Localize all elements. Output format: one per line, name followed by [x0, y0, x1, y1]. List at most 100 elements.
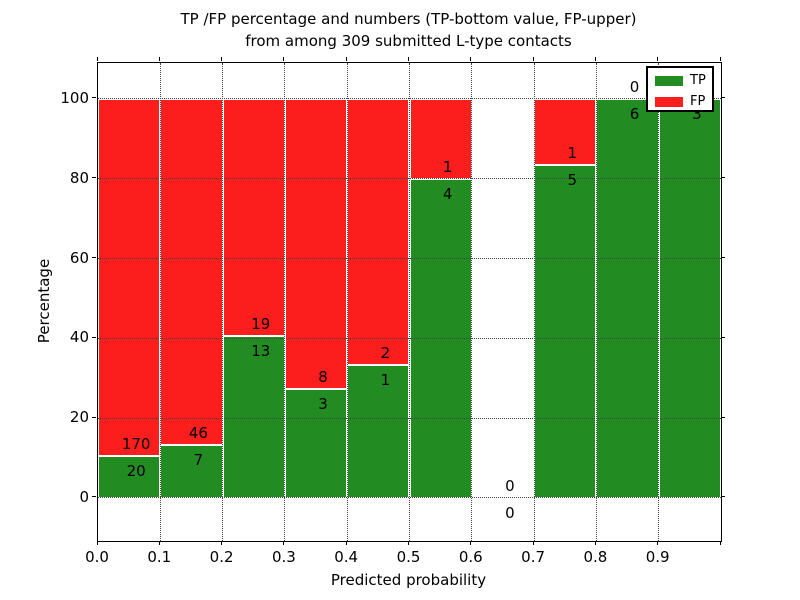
x-tick-mark: [470, 541, 472, 545]
bar-fp-count-label: 19: [251, 314, 271, 333]
bar-tp-count-label: 20: [126, 461, 146, 480]
bar-fp-segment: [347, 98, 410, 365]
y-tick-label: 80: [69, 168, 89, 187]
x-tick-mark: [96, 57, 98, 61]
bar-tp-segment: [347, 364, 410, 498]
bar-tp-segment: [284, 389, 348, 498]
bar-tp-segment: [596, 98, 659, 498]
bar-fp-segment: [222, 98, 285, 336]
chart-title-line2: from among 309 submitted L-type contacts: [245, 32, 572, 50]
x-tick-mark: [408, 541, 409, 545]
y-tick-mark: [92, 496, 96, 498]
y-tick-label: 20: [69, 408, 89, 427]
bar-tp-segment: [222, 335, 285, 498]
bar-tp-count-label: 0: [505, 503, 515, 522]
y-tick-mark: [721, 177, 725, 179]
legend-tp-swatch: [655, 76, 683, 86]
bar-tp-count-label: 6: [629, 104, 640, 123]
bar-fp-count-label: 2: [380, 343, 391, 362]
gridline-x: [409, 63, 410, 541]
bar-fp-count-label: 0: [505, 476, 515, 495]
x-tick-mark: [221, 57, 223, 61]
bar-fp-count-label: 0: [629, 77, 640, 96]
gridline-y: [98, 337, 721, 339]
bar-tp-segment: [160, 445, 223, 498]
x-tick-mark: [594, 541, 596, 545]
x-tick-label: 0.6: [458, 548, 483, 566]
gridline-x: [284, 63, 286, 541]
bar-fp-segment: [98, 98, 161, 456]
x-tick-mark: [470, 57, 472, 61]
y-tick-mark: [721, 496, 725, 498]
bar-tp-count-label: 4: [442, 184, 453, 203]
gridline-y: [98, 497, 721, 499]
x-tick-mark: [221, 541, 223, 545]
bar-fp-count-label: 1: [567, 144, 578, 163]
bar-tp-count-label: 5: [567, 171, 578, 190]
x-tick-mark: [283, 541, 285, 545]
y-tick-label: 0: [79, 487, 89, 506]
x-tick-label: 0.7: [521, 548, 546, 566]
y-tick-mark: [92, 336, 96, 338]
x-tick-label: 0.1: [147, 548, 172, 566]
bar-fp-segment: [409, 98, 472, 179]
x-tick-mark: [345, 57, 347, 61]
y-tick-mark: [92, 257, 96, 258]
x-tick-label: 0.9: [645, 548, 670, 566]
x-tick-mark: [594, 57, 596, 61]
y-tick-mark: [92, 97, 96, 99]
bar-tp-count-label: 3: [318, 395, 328, 414]
y-tick-label: 40: [69, 328, 89, 347]
gridline-y: [98, 178, 721, 180]
bar-tp-count-label: 13: [251, 341, 271, 360]
gridline-y: [98, 417, 721, 419]
y-tick-label: 60: [69, 248, 89, 267]
legend-row-tp: TP: [648, 73, 712, 88]
x-tick-mark: [158, 541, 160, 545]
y-tick-mark: [721, 416, 725, 418]
bar-fp-segment: [160, 98, 223, 446]
y-tick-mark: [721, 336, 725, 338]
x-tick-mark: [283, 57, 285, 61]
x-tick-mark: [96, 541, 98, 545]
x-tick-label: 0.2: [209, 548, 234, 566]
bar-tp-count-label: 7: [193, 451, 204, 470]
x-tick-mark: [532, 57, 534, 61]
y-tick-mark: [721, 97, 725, 99]
bar-fp-count-label: 170: [121, 434, 151, 453]
gridline-x: [658, 63, 660, 541]
x-tick-mark: [345, 541, 347, 545]
x-tick-label: 0.8: [583, 548, 608, 566]
bar-fp-segment: [534, 98, 597, 166]
x-axis-label: Predicted probability: [330, 571, 487, 589]
y-tick-mark: [721, 257, 725, 258]
gridline-y: [98, 98, 721, 100]
bar-tp-count-label: 1: [380, 370, 391, 389]
bar-tp-segment: [534, 165, 597, 498]
bar-fp-count-label: 1: [442, 157, 453, 176]
gridline-x: [159, 63, 161, 541]
x-tick-mark: [532, 541, 534, 545]
legend-row-fp: FP: [648, 94, 712, 109]
bar-fp-count-label: 8: [318, 368, 328, 387]
x-tick-label: 0.0: [85, 548, 109, 566]
bar-tp-segment: [658, 98, 721, 498]
gridline-x: [533, 63, 535, 541]
legend-fp-label: FP: [690, 94, 706, 109]
bar-fp-segment: [284, 98, 348, 390]
chart-title-line1: TP /FP percentage and numbers (TP-bottom…: [180, 10, 637, 28]
y-axis-label: Percentage: [35, 258, 53, 344]
x-tick-mark: [719, 57, 721, 61]
gridline-x: [595, 63, 597, 541]
y-tick-label: 100: [60, 88, 89, 107]
gridline-x: [471, 63, 473, 541]
x-tick-mark: [719, 541, 721, 545]
x-tick-mark: [158, 57, 160, 61]
legend-tp-label: TP: [690, 73, 706, 88]
x-tick-mark: [657, 541, 659, 545]
x-tick-label: 0.5: [396, 548, 421, 566]
y-tick-mark: [92, 416, 96, 418]
y-tick-mark: [92, 177, 96, 179]
bar-tp-count-label: 3: [692, 104, 702, 123]
